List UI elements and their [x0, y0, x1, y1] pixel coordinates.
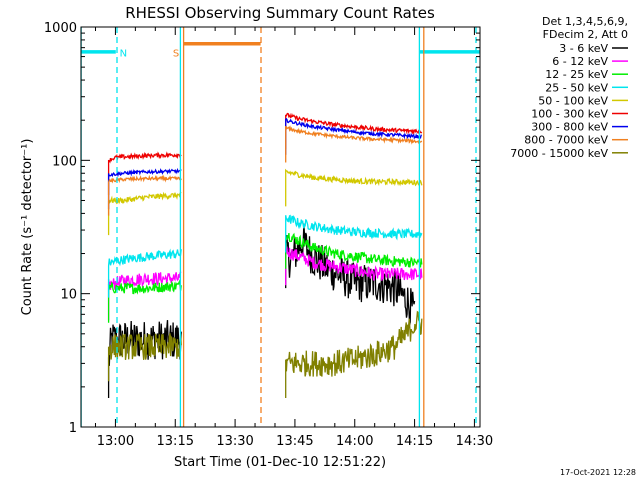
footer-timestamp: 17-Oct-2021 12:28	[560, 468, 636, 477]
series-line-5-segment-0	[107, 151, 182, 195]
y-tick-label-1: 10	[60, 288, 77, 303]
series-line-2-segment-1	[285, 232, 423, 269]
series-line-1-segment-1	[285, 245, 423, 286]
plot-frame	[80, 26, 481, 428]
y-axis-label: Count Rate (s⁻¹ detector⁻¹)	[20, 139, 35, 316]
legend: Det 1,3,4,5,6,9,FDecim 2, Att 03 - 6 keV…	[510, 15, 628, 160]
legend-entry-label-4: 50 - 100 keV	[538, 94, 608, 107]
x-axis-label: Start Time (01-Dec-10 12:51:22)	[174, 455, 386, 470]
x-tick-label-3: 13:45	[276, 434, 313, 449]
y-tick-label-0: 1	[69, 421, 77, 436]
series-line-1-segment-0	[107, 271, 182, 321]
series-line-4-segment-0	[107, 191, 182, 236]
legend-entry-label-3: 25 - 50 keV	[545, 81, 608, 94]
legend-entry-label-5: 100 - 300 keV	[531, 108, 608, 121]
legend-entry-label-8: 7000 - 15000 keV	[510, 147, 608, 160]
series-line-6-segment-1	[285, 117, 422, 155]
legend-entry-label-6: 300 - 800 keV	[531, 121, 608, 134]
series-line-8-segment-0	[107, 332, 182, 382]
series-line-7-segment-1	[285, 125, 423, 163]
series-line-3-segment-0	[107, 248, 182, 298]
legend-header-0: Det 1,3,4,5,6,9,	[542, 15, 628, 28]
flag-label-S: S	[173, 49, 179, 60]
series-line-5-segment-1	[285, 112, 423, 150]
series-line-2-segment-0	[107, 279, 182, 323]
x-tick-label-2: 13:30	[216, 434, 253, 449]
legend-entry-label-2: 12 - 25 keV	[545, 68, 608, 81]
series-line-6-segment-0	[107, 167, 182, 210]
legend-entry-label-0: 3 - 6 keV	[559, 42, 608, 55]
x-tick-label-4: 14:00	[336, 434, 373, 449]
x-tick-label-5: 14:15	[396, 434, 433, 449]
chart-title: RHESSI Observing Summary Count Rates	[125, 4, 435, 22]
x-tick-label-0: 13:00	[97, 434, 134, 449]
series-line-4-segment-1	[285, 168, 423, 207]
plot-area: N S 13:00 13:15 13:30 13:45 14:00 14:15 14:30 1 10…	[44, 21, 493, 449]
y-tick-label-2: 100	[52, 154, 77, 169]
y-tick-label-3: 1000	[44, 21, 77, 36]
x-tick-label-1: 13:15	[157, 434, 194, 449]
flag-label-N: N	[120, 49, 127, 60]
series-line-3-segment-1	[285, 214, 423, 253]
legend-header-1: FDecim 2, Att 0	[543, 28, 628, 41]
legend-entry-label-7: 800 - 7000 keV	[524, 134, 608, 147]
series-line-7-segment-0	[107, 174, 182, 216]
legend-entry-label-1: 6 - 12 keV	[552, 55, 608, 68]
x-tick-label-6: 14:30	[456, 434, 493, 449]
series-line-8-segment-1	[285, 310, 423, 398]
